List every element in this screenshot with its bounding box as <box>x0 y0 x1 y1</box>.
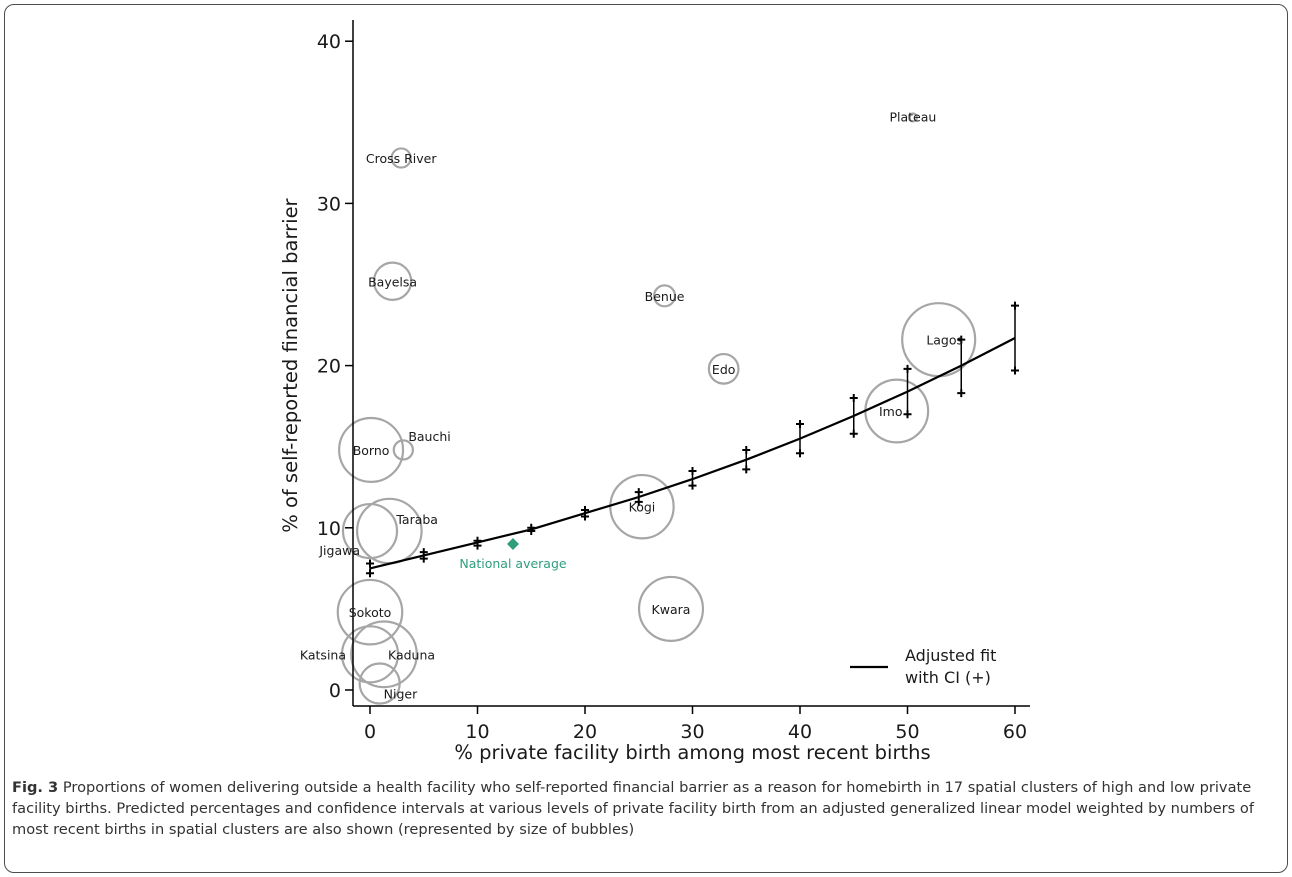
bubble-label-kaduna: Kaduna <box>388 647 435 662</box>
caption-text: Proportions of women delivering outside … <box>12 779 1254 838</box>
bubble-label-plateau: Plateau <box>889 109 936 124</box>
labels-layer: Plateau Cross River Bayelsa Benue Lagos Edo Im… <box>300 109 963 701</box>
ci-upper-marker-35 <box>742 445 751 454</box>
ci-lower-marker-40 <box>796 449 804 458</box>
bubble-label-cross-river: Cross River <box>366 151 437 166</box>
bubble-kwara <box>637 575 705 642</box>
figure-frame <box>4 4 1288 873</box>
ci-upper-marker-60 <box>1011 301 1019 310</box>
scatter-chart: 0 10 20 30 40 0 10 20 30 40 50 60 % private facility… <box>279 20 1030 764</box>
figure-caption: Fig. 3 Proportions of women delivering o… <box>12 777 1282 840</box>
bubble-label-bauchi: Bauchi <box>408 429 450 444</box>
legend-line1: Adjusted fit <box>905 646 996 665</box>
fit-layer <box>366 301 1019 578</box>
ci-lower-marker-30 <box>688 481 697 490</box>
axes-layer: 0 10 20 30 40 0 10 20 30 40 50 60 % private facility… <box>279 20 1030 764</box>
ci-lower-marker-25 <box>634 497 643 506</box>
ci-upper-marker-10 <box>473 536 482 545</box>
bubble-bauchi <box>392 439 414 461</box>
x-tick-label-50: 50 <box>895 721 919 743</box>
bubble-cross-river <box>390 147 412 169</box>
bubble-label-katsina: Katsina <box>300 647 346 662</box>
y-tick-label-20: 20 <box>317 356 341 378</box>
x-tick-label-30: 30 <box>680 721 704 743</box>
x-tick-label-60: 60 <box>1003 721 1027 743</box>
ci-lower-marker-35 <box>742 465 751 474</box>
legend-line2: with CI (+) <box>905 668 991 687</box>
bubble-taraba <box>356 497 423 565</box>
legend: Adjusted fit with CI (+) <box>850 646 996 687</box>
bubble-label-kogi: Kogi <box>629 500 656 515</box>
ci-lower-marker-50 <box>903 410 912 419</box>
x-tick-label-0: 0 <box>364 721 376 743</box>
bubble-sokoto <box>336 578 404 646</box>
bubble-bayelsa <box>372 261 413 301</box>
ci-upper-marker-20 <box>581 505 589 514</box>
national-average-marker <box>506 538 519 551</box>
ci-upper-marker-40 <box>796 419 804 428</box>
bubble-label-kwara: Kwara <box>652 602 691 617</box>
bubble-label-sokoto: Sokoto <box>349 605 392 620</box>
y-tick-label-0: 0 <box>329 680 341 702</box>
ci-lower-marker-45 <box>849 429 858 438</box>
y-tick-label-40: 40 <box>317 31 341 53</box>
bubble-kaduna <box>350 620 418 689</box>
ci-upper-marker-0 <box>366 559 374 568</box>
bubble-jigawa <box>341 502 399 560</box>
bubble-label-lagos: Lagos <box>926 333 963 348</box>
ci-upper-marker-15 <box>527 523 536 532</box>
ci-lower-marker-60 <box>1011 366 1019 375</box>
ci-upper-marker-45 <box>849 394 858 403</box>
bubble-label-taraba: Taraba <box>395 512 438 527</box>
bubble-niger <box>358 662 401 705</box>
bubble-plateau <box>907 112 918 123</box>
y-tick-label-10: 10 <box>317 518 341 540</box>
ci-lower-marker-0 <box>366 569 374 578</box>
bubble-label-edo: Edo <box>712 362 735 377</box>
x-axis-title: % private facility birth among most rece… <box>454 741 930 764</box>
caption-label: Fig. 3 <box>12 779 59 796</box>
y-tick-label-30: 30 <box>317 193 341 215</box>
bubble-label-borno: Borno <box>353 443 390 458</box>
national-average-label: National average <box>459 556 567 571</box>
bubble-borno <box>338 416 405 483</box>
fit-line <box>369 337 1016 570</box>
ci-upper-marker-55 <box>957 335 966 344</box>
bubble-edo <box>707 352 740 385</box>
bubble-label-niger: Niger <box>384 687 418 702</box>
ci-lower-marker-55 <box>957 389 966 398</box>
bubble-label-jigawa: Jigawa <box>318 543 360 558</box>
ci-upper-marker-25 <box>634 488 643 497</box>
x-tick-label-10: 10 <box>465 721 489 743</box>
ci-upper-marker-30 <box>688 467 697 476</box>
bubble-label-imo: Imo <box>879 404 903 419</box>
ci-upper-marker-50 <box>903 364 912 373</box>
y-axis-title: % of self-reported financial barrier <box>279 197 302 532</box>
ci-upper-marker-5 <box>419 548 428 557</box>
x-tick-label-40: 40 <box>788 721 812 743</box>
bubble-katsina <box>340 625 400 684</box>
bubble-benue <box>652 284 677 308</box>
bubble-label-bayelsa: Bayelsa <box>368 274 417 289</box>
x-tick-label-20: 20 <box>573 721 597 743</box>
bubble-label-benue: Benue <box>645 289 685 304</box>
